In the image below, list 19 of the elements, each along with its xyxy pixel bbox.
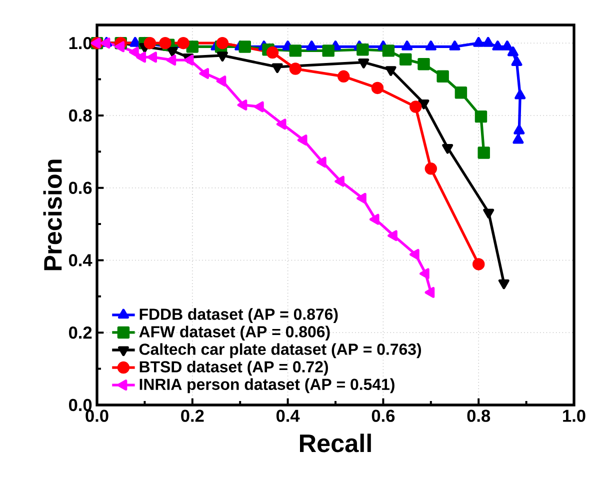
y-axis-title: Precision [43, 160, 62, 270]
x-tick-label: 0.4 [276, 410, 300, 422]
x-tick-label: 0.2 [181, 410, 204, 422]
y-tick-label: 0.0 [68, 398, 92, 412]
x-tick-label: 1.0 [563, 410, 586, 422]
legend-label: AFW dataset (AP = 0.806) [139, 326, 330, 341]
legend-label: Caltech car plate dataset (AP = 0.763) [139, 343, 422, 358]
x-tick-label: 0.6 [372, 410, 395, 422]
legend-label: INRIA person dataset (AP = 0.541) [140, 378, 394, 394]
legend-label: FDDB dataset (AP = 0.876) [140, 308, 338, 324]
y-tick-label: 1.0 [69, 36, 92, 50]
x-tick-label: 0.8 [467, 410, 490, 422]
x-tick-label: 0.0 [86, 410, 108, 422]
y-tick-label: 0.4 [68, 254, 92, 266]
x-axis-title: Recall [300, 434, 371, 452]
y-tick-label: 0.2 [68, 326, 92, 339]
y-tick-label: 0.8 [68, 109, 92, 122]
y-tick-label: 0.6 [68, 182, 92, 194]
legend-label: BTSD dataset (AP = 0.72) [140, 360, 328, 376]
